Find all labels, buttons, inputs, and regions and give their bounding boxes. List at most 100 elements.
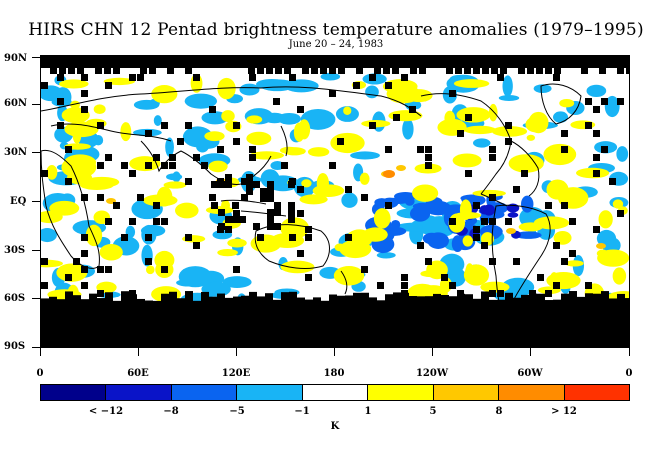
anomaly-patch	[46, 165, 58, 180]
missing-data-cell	[482, 68, 489, 74]
missing-data-cell	[593, 106, 600, 113]
missing-data-cell	[95, 68, 102, 74]
colorbar-label: −8	[163, 406, 179, 417]
missing-data-cell	[626, 68, 629, 74]
missing-data-cell	[140, 68, 147, 74]
missing-data-cell	[241, 295, 249, 304]
missing-data-cell	[569, 250, 576, 257]
missing-data-cell	[329, 294, 337, 304]
missing-data-cell	[457, 130, 464, 137]
missing-data-cell	[585, 98, 592, 105]
anomaly-patch	[184, 93, 218, 109]
missing-data-cell	[545, 300, 553, 304]
missing-data-cell	[145, 234, 152, 241]
missing-data-cell	[518, 68, 525, 74]
anomaly-patch	[575, 167, 610, 179]
lat-tick	[32, 152, 40, 153]
missing-data-cell	[185, 234, 192, 241]
lon-tick	[432, 348, 433, 356]
anomaly-patch	[330, 132, 365, 154]
missing-data-cell	[225, 297, 233, 304]
missing-data-cell	[246, 188, 253, 195]
anomaly-patch	[604, 95, 620, 118]
missing-data-cell	[249, 74, 256, 81]
missing-data-cell	[57, 74, 64, 81]
missing-data-cell	[419, 68, 426, 74]
missing-data-cell	[209, 296, 217, 304]
missing-data-cell	[505, 138, 512, 145]
missing-data-cell	[41, 282, 48, 289]
anomaly-patch	[93, 104, 106, 115]
missing-data-cell	[489, 154, 496, 161]
colorbar-label: 1	[364, 406, 372, 417]
missing-data-cell	[455, 68, 462, 74]
anomaly-patch	[386, 84, 421, 104]
anomaly-patch	[222, 276, 252, 288]
anomaly-patch	[299, 194, 328, 205]
missing-data-cell	[529, 290, 536, 297]
lat-tick	[32, 298, 40, 299]
anomaly-patch	[596, 249, 609, 258]
missing-data-cell	[97, 298, 105, 304]
missing-data-cell	[449, 296, 457, 304]
missing-data-cell	[521, 294, 529, 304]
missing-data-cell	[265, 293, 273, 304]
anomaly-patch	[341, 192, 358, 208]
missing-data-cell	[409, 106, 416, 113]
missing-data-cell	[288, 181, 295, 188]
missing-data-cell	[505, 292, 513, 304]
anomaly-patch	[246, 115, 263, 124]
missing-data-cell	[217, 293, 225, 304]
missing-data-cell	[81, 194, 88, 201]
missing-data-cell	[297, 297, 305, 304]
anomaly-patch	[307, 147, 330, 157]
missing-data-cell	[65, 291, 73, 304]
missing-data-cell	[121, 291, 129, 304]
anomaly-patch	[221, 199, 231, 211]
colorbar-segment	[237, 385, 303, 400]
missing-data-cell	[385, 202, 392, 209]
anomaly-patch	[175, 202, 199, 219]
missing-data-cell	[185, 291, 193, 304]
missing-data-cell	[345, 186, 352, 193]
missing-data-cell	[433, 293, 441, 304]
missing-data-cell	[561, 258, 568, 265]
missing-data-cell	[345, 234, 352, 241]
anomaly-patch	[72, 128, 82, 144]
anomaly-patch	[120, 122, 132, 142]
missing-data-cell	[97, 122, 104, 129]
colorbar-label: > 12	[551, 406, 577, 417]
anomaly-patch	[166, 173, 183, 181]
missing-data-cell	[561, 130, 568, 137]
anomaly-patch	[444, 110, 456, 126]
missing-data-cell	[153, 300, 161, 304]
missing-data-cell	[401, 274, 408, 281]
missing-data-cell	[241, 178, 248, 185]
missing-data-cell	[505, 122, 512, 129]
colorbar-segment	[106, 385, 172, 400]
anomaly-patch	[462, 235, 473, 247]
missing-data-cell	[305, 299, 313, 304]
lat-label-60n: 60N	[4, 98, 28, 109]
missing-data-cell	[410, 68, 417, 74]
missing-data-cell	[233, 266, 240, 273]
anomaly-patch	[602, 237, 621, 254]
missing-data-cell	[201, 291, 209, 304]
anomaly-patch	[612, 267, 627, 285]
lat-label-eq: EQ	[10, 196, 27, 207]
anomaly-patch	[454, 211, 482, 219]
anomaly-patch	[598, 210, 613, 229]
missing-data-cell	[569, 218, 576, 225]
missing-data-cell	[49, 296, 57, 304]
missing-data-cell	[57, 98, 64, 105]
missing-data-cell	[377, 282, 384, 289]
anomaly-patch	[472, 189, 506, 197]
missing-data-cell	[267, 188, 274, 195]
missing-data-cell	[425, 296, 433, 304]
missing-data-cell	[392, 68, 399, 74]
missing-data-cell	[273, 98, 280, 105]
anomaly-patch	[427, 232, 450, 249]
missing-data-cell	[481, 242, 488, 249]
missing-data-cell	[41, 82, 48, 89]
missing-data-cell	[193, 242, 200, 249]
